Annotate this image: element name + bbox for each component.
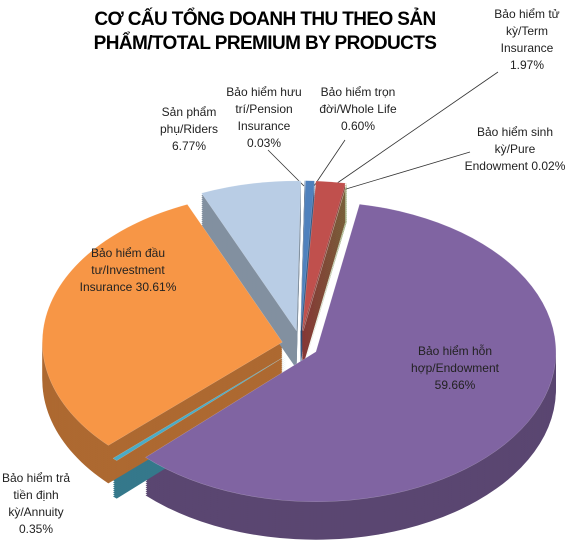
slice <box>42 204 283 446</box>
slice-side <box>303 187 347 335</box>
slice-side <box>300 188 315 339</box>
slice-side <box>303 211 347 359</box>
value-label: 0.35% <box>18 522 54 536</box>
value-label: 0.03% <box>246 136 282 150</box>
slice-side <box>303 201 347 349</box>
slice <box>112 354 288 461</box>
slice-side <box>303 219 347 367</box>
slice-side <box>303 209 347 357</box>
slice-side <box>300 190 315 341</box>
slice <box>300 180 315 331</box>
category-label: Bảo hiểm sinh kỳ/Pure Endowment <box>464 125 554 173</box>
leader-line <box>267 149 305 187</box>
slice-side <box>303 213 347 361</box>
slice-side <box>303 199 347 347</box>
slice-side <box>303 185 347 333</box>
slice-side <box>303 193 347 341</box>
category-label: Bảo hiểm hỗn hợp/Endowment <box>411 344 499 375</box>
slice-side <box>303 221 347 369</box>
value-label: 1.97% <box>509 58 545 72</box>
slice-side <box>303 189 347 337</box>
slice-side <box>300 190 306 341</box>
slice-side <box>300 182 306 333</box>
slice-side <box>303 215 347 363</box>
category-label: Bảo hiểm trả tiền định kỳ/Annuity <box>1 471 71 519</box>
slice <box>145 203 557 502</box>
chart-title: CƠ CẤU TỔNG DOANH THU THEO SẢN PHẨM/TOTA… <box>93 9 437 54</box>
leader-line <box>329 71 499 189</box>
category-label: Bảo hiểm trọn đời/Whole Life <box>319 85 397 116</box>
category-label: Sản phẩm phụ/Riders <box>159 105 219 136</box>
slice-label: Sản phẩm phụ/Riders 6.77% <box>150 104 228 155</box>
slice-label: Bảo hiểm trả tiền định kỳ/Annuity 0.35% <box>0 470 72 538</box>
slice-side <box>303 191 347 339</box>
slice-label: Bảo hiểm hưu trí/Pension Insurance 0.03% <box>226 84 302 152</box>
category-label: Bảo hiểm hưu trí/Pension Insurance <box>226 85 302 133</box>
slice-side <box>303 195 347 343</box>
value-label: 59.66% <box>434 378 476 392</box>
slice-tops <box>42 180 557 502</box>
slice-side <box>303 217 347 365</box>
category-label: Bảo hiểm đầu tư/Investment Insurance <box>79 246 166 294</box>
value-label: 6.77% <box>171 139 207 153</box>
slice-side <box>300 192 315 343</box>
leader-line <box>335 151 471 193</box>
slice-side <box>300 182 315 333</box>
value-label: 0.60% <box>340 119 376 133</box>
slice-label: Bảo hiểm tử kỳ/Term Insurance 1.97% <box>488 6 566 74</box>
slice-side <box>303 205 347 353</box>
slice-side <box>300 186 306 337</box>
slice-side <box>300 194 315 345</box>
slice <box>301 180 346 331</box>
slice-side <box>300 184 315 335</box>
slice <box>300 180 306 331</box>
value-label: 30.61% <box>135 280 177 294</box>
slice-label: Bảo hiểm đầu tư/Investment Insurance 30.… <box>72 245 184 296</box>
slice-side <box>300 184 306 335</box>
slice-side <box>303 207 347 355</box>
slice-side <box>300 188 306 339</box>
leader-line <box>313 139 346 187</box>
slice-side <box>300 186 315 337</box>
category-label: Bảo hiểm tử kỳ/Term Insurance <box>494 7 560 55</box>
slice-side <box>303 203 347 351</box>
slice-side <box>303 197 347 345</box>
value-label: 0.02% <box>531 159 566 173</box>
slice <box>201 180 302 332</box>
slice-label: Bảo hiểm sinh kỳ/Pure Endowment 0.02% <box>462 124 568 175</box>
slice <box>303 183 348 331</box>
slice-label: Bảo hiểm trọn đời/Whole Life 0.60% <box>318 84 398 135</box>
slice-label: Bảo hiểm hỗn hợp/Endowment 59.66% <box>392 343 518 394</box>
